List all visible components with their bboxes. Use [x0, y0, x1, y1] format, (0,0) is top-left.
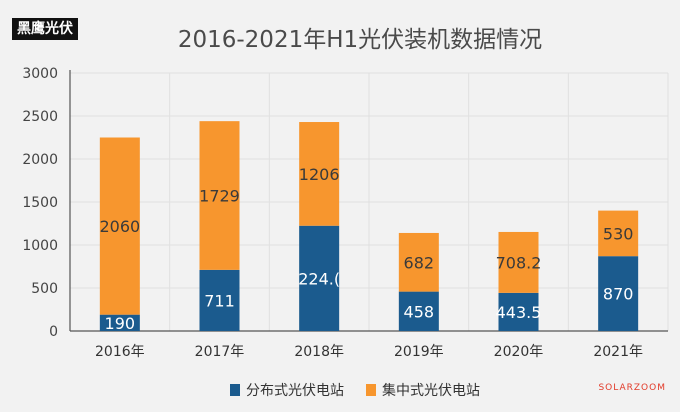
chart-title: 2016-2021年H1光伏装机数据情况 — [177, 27, 543, 53]
y-tick-label: 1000 — [22, 238, 58, 254]
legend-label-distributed: 分布式光伏电站 — [246, 383, 344, 399]
x-tick-label: 2020年 — [494, 344, 544, 360]
bar-value-label: 224.( — [298, 269, 340, 288]
bar-value-label: 190 — [105, 314, 136, 333]
x-tick-label: 2021年 — [593, 344, 643, 360]
bar-value-label: 1206 — [299, 165, 340, 184]
legend-item-distributed: 分布式光伏电站 — [230, 380, 344, 400]
y-tick-label: 500 — [31, 281, 58, 297]
solarzoom-brand: SOLARZOOM — [598, 383, 666, 393]
y-tick-label: 1500 — [22, 195, 58, 211]
bar-centralized — [99, 137, 140, 315]
bar-centralized — [398, 232, 439, 292]
bar-value-label: 711 — [204, 291, 235, 310]
bar-value-label: 708.2 — [496, 253, 542, 272]
bar-centralized — [199, 121, 240, 270]
x-tick-label: 2016年 — [95, 344, 145, 360]
legend-label-centralized: 集中式光伏电站 — [382, 383, 480, 399]
y-tick-label: 2500 — [22, 109, 58, 125]
x-tick-label: 2018年 — [294, 344, 344, 360]
bar-distributed — [299, 225, 340, 331]
x-tick-label: 2017年 — [195, 344, 245, 360]
bar-value-label: 682 — [404, 253, 435, 272]
bar-centralized — [598, 210, 639, 257]
y-tick-label: 2000 — [22, 152, 58, 168]
bar-distributed — [498, 292, 539, 331]
x-tick-label: 2019年 — [394, 344, 444, 360]
bar-value-label: 458 — [404, 302, 435, 321]
bar-value-label: 1729 — [199, 187, 240, 206]
y-tick-label: 0 — [49, 324, 58, 340]
bar-value-label: 443.5 — [496, 303, 542, 322]
bar-centralized — [498, 231, 539, 293]
watermark-logo: 黑鹰光伏 — [12, 18, 78, 40]
bar-value-label: 530 — [603, 224, 634, 243]
legend-item-centralized: 集中式光伏电站 — [366, 380, 480, 400]
bar-value-label: 870 — [603, 285, 634, 304]
bar-distributed — [99, 314, 140, 331]
legend-swatch-distributed — [230, 384, 240, 396]
chart-legend: 分布式光伏电站 集中式光伏电站 — [30, 380, 680, 400]
bar-distributed — [598, 256, 639, 331]
bar-value-label: 2060 — [99, 217, 140, 236]
bar-distributed — [398, 291, 439, 331]
bar-centralized — [299, 122, 340, 226]
y-tick-label: 3000 — [22, 66, 58, 82]
bar-distributed — [199, 269, 240, 331]
legend-swatch-centralized — [366, 384, 376, 396]
